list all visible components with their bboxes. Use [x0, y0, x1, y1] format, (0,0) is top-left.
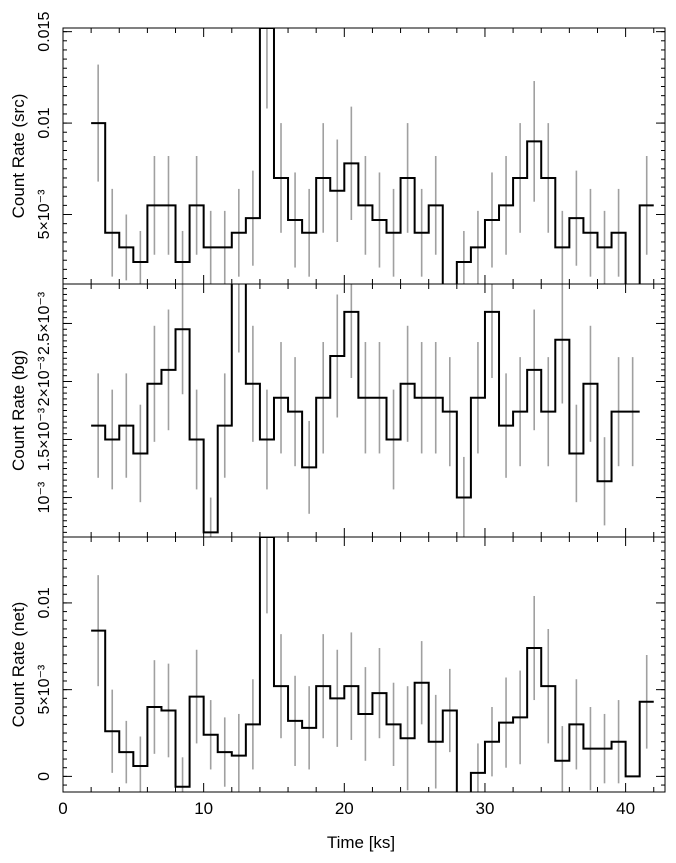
panel-frame [62, 27, 666, 285]
y-tick-label: 2×10⁻³ [36, 356, 53, 406]
panel-1: 0.015 0.01 5×10⁻³ Count Rate (src) [9, 12, 666, 285]
panel-2: 10⁻³ 1.5×10⁻³2×10⁻³2.5×10⁻³ Count Rate (bg… [9, 283, 666, 538]
x-tick-label: 0 [58, 799, 67, 818]
y-tick-label: 2.5×10⁻³ [36, 291, 53, 355]
step-series [91, 284, 640, 534]
y-tick-label: 10⁻³ [36, 481, 53, 513]
y-tick-label: 5×10⁻³ [36, 664, 53, 714]
panel-3: 0 5×10⁻³ 0.01 Count Rate (net) [9, 536, 666, 793]
panel-plot-area [91, 284, 640, 537]
x-tick-label: 10 [194, 799, 213, 818]
x-axis-label: Time [ks] [327, 833, 395, 852]
x-tick-label: 40 [616, 799, 635, 818]
y-tick-label: 1.5×10⁻³ [36, 407, 53, 471]
panel-frame [62, 536, 666, 793]
y-tick-label: 0.01 [36, 587, 53, 618]
step-series [91, 537, 654, 792]
step-series [91, 28, 654, 284]
y-tick-label: 0.015 [36, 12, 53, 52]
panel-frame [62, 283, 666, 538]
y-axis-label: Count Rate (net) [9, 602, 28, 728]
panel-plot-area [91, 537, 654, 792]
y-axis-label: Count Rate (src) [9, 94, 28, 219]
panels-layer: 0.015 0.01 5×10⁻³ Count Rate (src) 10⁻³ 1.5×1… [9, 12, 666, 818]
panel-plot-area [91, 28, 654, 284]
y-axis-label: Count Rate (bg) [9, 350, 28, 471]
y-tick-label: 0.01 [36, 107, 53, 138]
x-tick-label: 30 [476, 799, 495, 818]
x-tick-label: 20 [335, 799, 354, 818]
y-tick-label: 5×10⁻³ [36, 189, 53, 239]
y-tick-label: 0 [36, 772, 53, 781]
